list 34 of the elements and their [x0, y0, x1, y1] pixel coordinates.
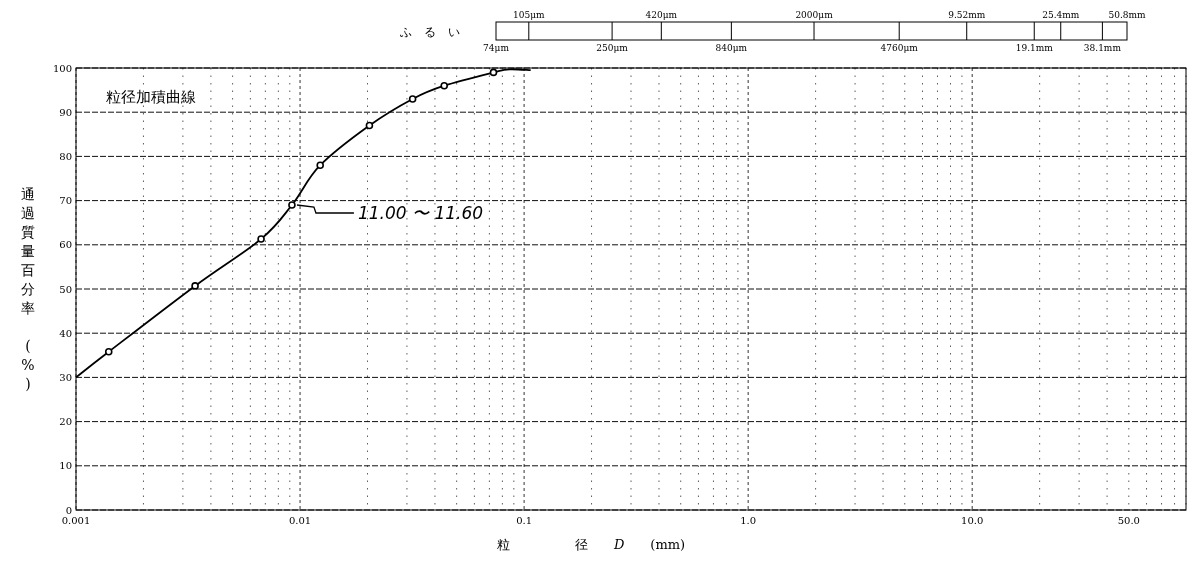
x-tick-label: 0.1 [516, 515, 533, 526]
x-tick-label: 0.001 [61, 515, 91, 526]
text: 74μm [483, 43, 510, 53]
text: 25.4mm [1042, 10, 1080, 20]
annotation: 11.00 〜 11.60 [357, 203, 484, 224]
text: 9.52mm [948, 10, 986, 20]
text: ふ る い [399, 25, 460, 39]
x-tick-label: 1.0 [740, 515, 757, 526]
text: 4760μm [880, 43, 919, 53]
text: 2000μm [795, 10, 834, 20]
x-tick-label: 50.0 [1117, 515, 1140, 526]
text: 840μm [715, 43, 748, 53]
x-tick-label: 0.01 [288, 515, 312, 526]
y-tick-label: 10 [59, 460, 72, 472]
y-tick-label: 70 [59, 195, 72, 207]
y-tick-label: 40 [59, 327, 72, 339]
text: 420μm [645, 10, 678, 20]
text: 通過質量百分率 (%) [21, 186, 35, 392]
y-tick-label: 100 [52, 62, 72, 74]
x-tick-label: 10.0 [961, 515, 984, 526]
text: 50.8mm [1108, 10, 1147, 20]
y-tick-label: 50 [59, 283, 72, 295]
text: 粒 径 D (mm) [496, 537, 686, 552]
text: 19.1mm [1015, 43, 1054, 53]
text: 250μm [596, 43, 629, 53]
y-tick-label: 60 [59, 239, 72, 251]
y-tick-label: 20 [59, 416, 72, 428]
y-tick-label: 0 [65, 504, 72, 516]
text: 105μm [513, 10, 546, 20]
text: 粒径加積曲線 [106, 88, 196, 106]
y-tick-label: 30 [59, 371, 72, 383]
text: 38.1mm [1083, 43, 1122, 53]
y-tick-label: 80 [59, 150, 72, 162]
y-tick-label: 90 [59, 106, 72, 118]
